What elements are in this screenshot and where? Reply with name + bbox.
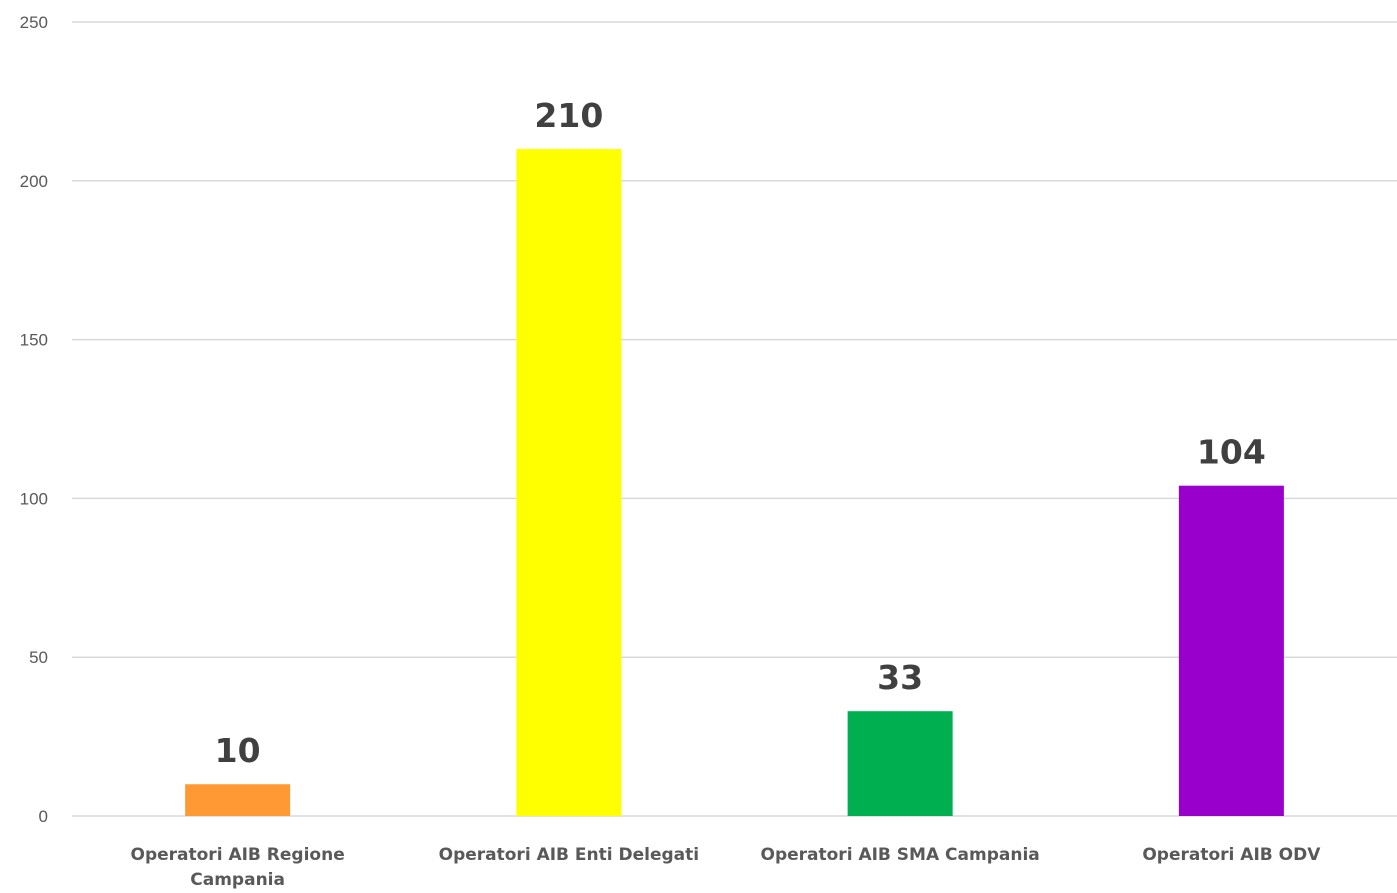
x-category-label: Operatori AIB Regione Campania <box>131 845 345 890</box>
y-tick-label: 150 <box>20 331 48 350</box>
x-axis-category-labels: Operatori AIB Regione Campania Operatori A… <box>131 845 1322 890</box>
x-category-label: Operatori AIB Enti Delegati <box>439 845 699 865</box>
bar <box>185 784 291 816</box>
gridlines <box>72 21 1397 817</box>
bar <box>847 711 953 816</box>
data-label: 104 <box>1197 433 1266 472</box>
bars <box>185 149 1284 817</box>
x-category-label: Operatori AIB SMA Campania <box>761 845 1040 865</box>
data-label: 33 <box>877 658 923 697</box>
data-labels: 10 210 33 104 <box>215 96 1266 770</box>
data-label: 210 <box>534 96 603 135</box>
bar <box>1178 485 1284 816</box>
y-tick-label: 100 <box>20 489 48 508</box>
y-tick-label: 250 <box>20 13 48 32</box>
data-label: 10 <box>215 731 261 770</box>
y-axis-tick-labels: 0 50 100 150 200 250 <box>20 13 48 826</box>
y-tick-label: 200 <box>20 172 48 191</box>
bar <box>516 149 622 817</box>
y-tick-label: 50 <box>29 648 48 667</box>
x-category-label: Operatori AIB ODV <box>1142 845 1321 865</box>
y-tick-label: 0 <box>39 807 48 826</box>
